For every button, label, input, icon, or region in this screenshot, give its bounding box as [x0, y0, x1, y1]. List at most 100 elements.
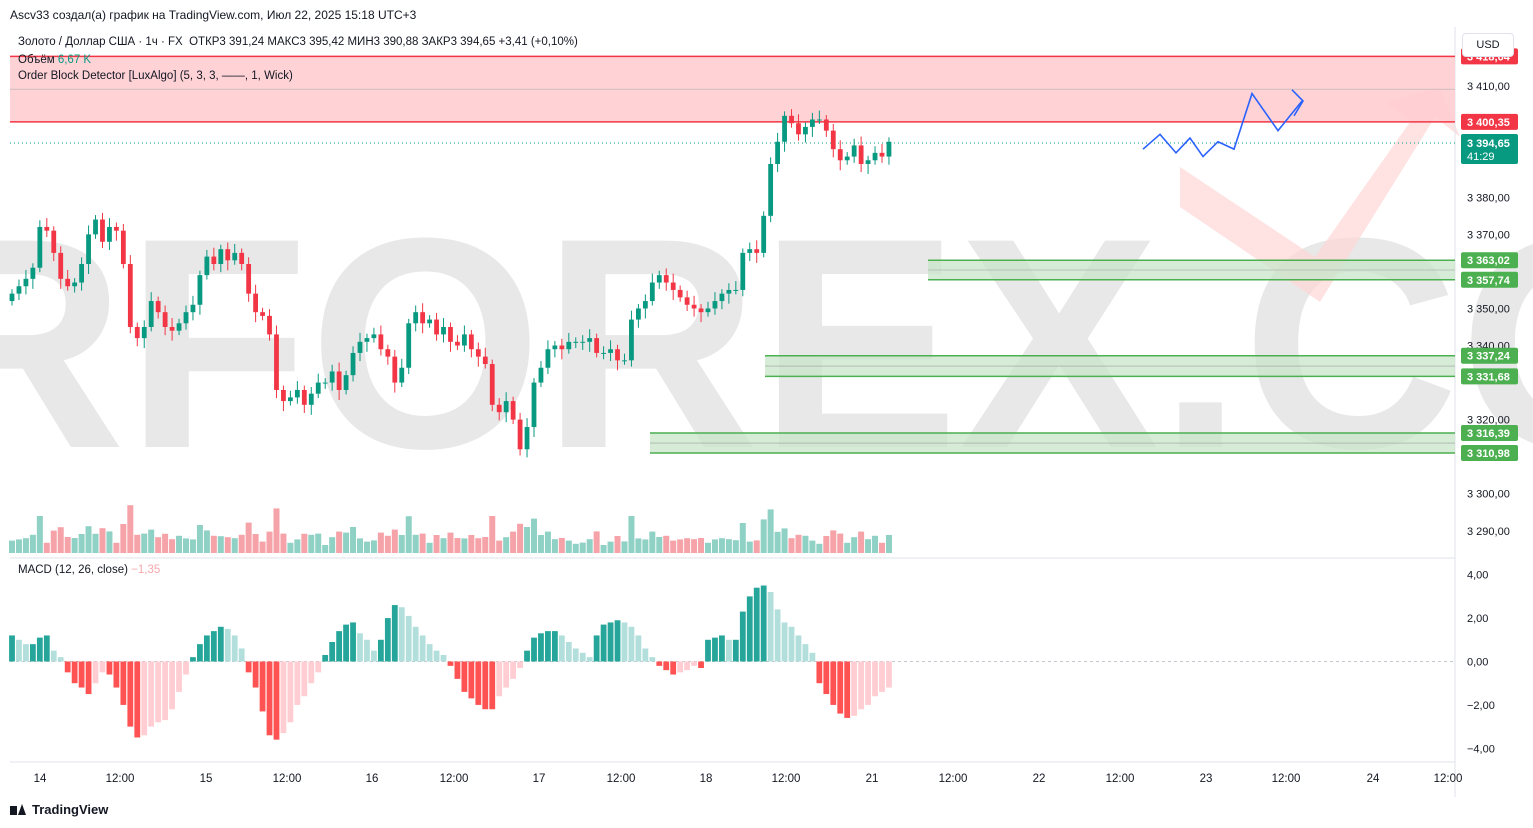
watermark-text: TORFOREX.COM [0, 175, 1533, 511]
indicator-legend[interactable]: Order Block Detector [LuxAlgo] (5, 3, 3,… [18, 70, 293, 82]
macd-histogram-bar [642, 648, 649, 662]
macd-histogram-bar [614, 620, 621, 662]
candle-body [691, 304, 697, 309]
macd-histogram-bar [468, 661, 475, 699]
volume-bar [377, 532, 384, 553]
current-price-box [1461, 134, 1518, 165]
price-chart[interactable]: TORFOREX.COM 3 420,003 410,003 380,003 3… [0, 27, 1533, 797]
macd-histogram-bar [691, 661, 697, 666]
volume-bar [781, 528, 788, 553]
volume-bar [684, 538, 691, 553]
macd-histogram-bar [433, 650, 440, 662]
volume-bar [36, 516, 43, 553]
macd-histogram-bar [781, 622, 788, 662]
macd-histogram-bar [259, 661, 266, 712]
candle-body [538, 367, 544, 383]
macd-histogram-bar [712, 637, 718, 662]
volume-bar [809, 540, 816, 553]
candle-body [482, 356, 488, 365]
volume-legend[interactable]: Объём 6,67 K [18, 54, 91, 66]
candle-body [343, 375, 349, 390]
volume-bar [447, 532, 454, 553]
macd-histogram-bar [364, 639, 370, 662]
candle-body [197, 275, 203, 305]
macd-histogram-bar [531, 637, 537, 662]
time-tick-label: 18 [700, 773, 713, 785]
candle-body [267, 315, 272, 335]
macd-histogram-bar [64, 661, 71, 673]
macd-histogram-bar [245, 661, 252, 673]
volume-bar [419, 533, 426, 553]
currency-button[interactable]: USD [1462, 33, 1514, 57]
volume-bar [329, 537, 336, 553]
candle-body [72, 282, 78, 287]
footer-brand[interactable]: TradingView [10, 802, 108, 817]
candle-body [475, 349, 481, 357]
volume-label: Объём [18, 54, 55, 66]
candle-body [649, 282, 655, 302]
macd-histogram-bar [43, 635, 50, 662]
volume-bar [579, 542, 586, 553]
candle-body [733, 289, 739, 291]
candle-body [629, 319, 634, 361]
volume-bar [301, 533, 308, 553]
macd-histogram-bar [190, 657, 196, 662]
macd-histogram-bar [92, 661, 99, 684]
symbol-legend[interactable]: Золото / Доллар США · 1ч · FX ОТКР3 391,… [18, 36, 578, 48]
macd-histogram-bar [266, 661, 273, 736]
volume-bar [524, 527, 531, 553]
volume-bar [189, 539, 196, 553]
time-tick-label: 14 [34, 773, 47, 785]
macd-histogram-bar [210, 631, 217, 662]
candle-body [726, 289, 732, 294]
macd-histogram-bar [649, 657, 656, 662]
macd-histogram-bar [155, 661, 162, 723]
macd-histogram-bar [545, 631, 551, 662]
candle-body [663, 275, 669, 283]
time-tick-label: 12:00 [106, 773, 135, 785]
volume-bar [816, 543, 823, 553]
macd-histogram-bar [308, 661, 315, 684]
candle-body [594, 338, 600, 353]
volume-bar [614, 536, 621, 553]
price-label-text: 3 316,39 [1467, 428, 1510, 440]
volume-bar [169, 539, 176, 553]
candle-body [218, 249, 224, 265]
macd-histogram-bar [405, 615, 412, 662]
volume-bar [357, 538, 363, 553]
volume-bar [176, 535, 183, 553]
candle-body [489, 364, 495, 405]
candle-body [190, 304, 196, 313]
volume-bar [642, 539, 649, 553]
volume-bar [544, 531, 551, 553]
volume-bar [489, 516, 496, 553]
volume-bar [760, 519, 767, 553]
volume-bar [294, 539, 301, 553]
volume-bar [252, 534, 259, 553]
candle-body [705, 308, 711, 313]
candle-body [886, 141, 892, 157]
candle-body [830, 130, 836, 150]
volume-bar [363, 541, 370, 553]
volume-bar [85, 526, 92, 553]
volume-bar [872, 535, 879, 553]
macd-histogram-bar [71, 661, 78, 684]
macd-histogram-bar [197, 644, 203, 662]
macd-histogram-bar [579, 652, 586, 662]
candle-body [851, 145, 857, 157]
forecast-line [1142, 91, 1303, 158]
candle-body [531, 382, 537, 428]
candle-body [350, 352, 356, 376]
volume-bar [22, 538, 29, 553]
macd-histogram-bar [294, 661, 301, 705]
candle-body [670, 282, 676, 290]
candle-body [406, 323, 412, 368]
macd-histogram-bar [57, 657, 64, 662]
macd-histogram-bar [593, 635, 600, 662]
volume-bar [885, 535, 892, 553]
volume-bar [99, 528, 106, 553]
macd-histogram-bar [551, 631, 558, 662]
candle-body [580, 341, 586, 343]
candle-body [712, 301, 718, 309]
macd-legend[interactable]: MACD (12, 26, close) −1,35 [18, 564, 160, 576]
